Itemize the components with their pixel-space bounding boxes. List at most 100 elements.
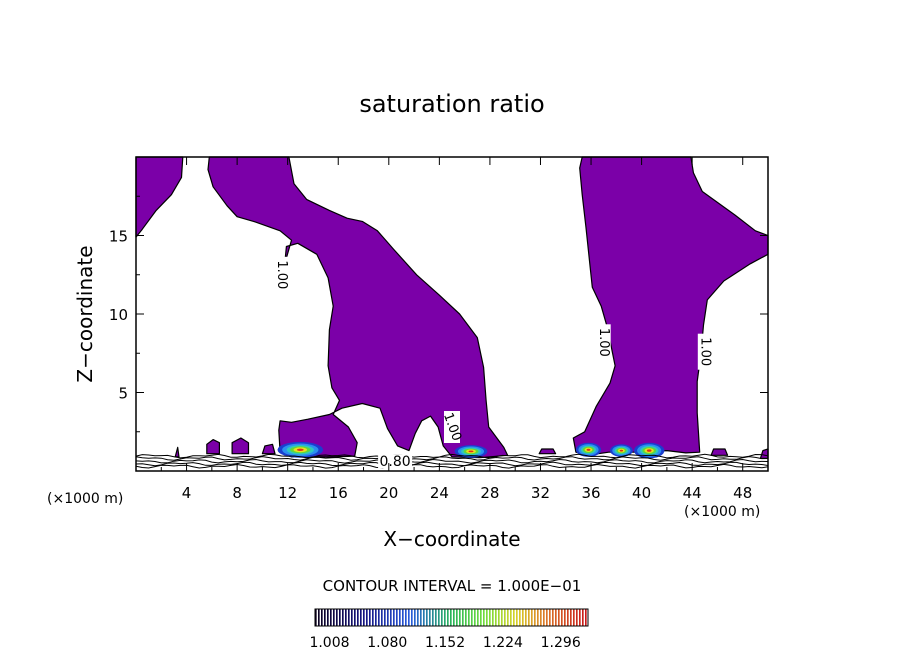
x-axis-ticks: 4 8 12 16 20 24 28 32 36 40 44 48 [160, 157, 752, 502]
colorbar-cell [333, 609, 335, 626]
colorbar-cell [525, 609, 527, 626]
contour-line-low-4 [135, 461, 769, 467]
colorbar-cell [477, 609, 479, 626]
colorbar-cell [345, 609, 347, 626]
colorbar-cell [546, 609, 548, 626]
y-axis-label: Z−coordinate [73, 245, 97, 382]
colorbar-cell [483, 609, 485, 626]
colorbar-cell [462, 609, 464, 626]
colorbar-cell [435, 609, 437, 626]
colorbar-cell [327, 609, 329, 626]
colorbar-cell [558, 609, 560, 626]
colorbar-cell [441, 609, 443, 626]
colorbar-cell [375, 609, 377, 626]
saturated-region-8 [710, 448, 729, 456]
colorbar-cell [567, 609, 569, 626]
colorbar-cell [351, 609, 353, 626]
y-tick-label: 5 [118, 385, 128, 403]
colorbar-cell [465, 609, 467, 626]
colorbar-cell [315, 609, 317, 626]
supersaturation-spot-5 [634, 442, 665, 459]
colorbar-cell [576, 609, 578, 626]
colorbar-cell [432, 609, 434, 626]
colorbar-cell [318, 609, 320, 626]
colorbar-cell [360, 609, 362, 626]
colorbar-cell [513, 609, 515, 626]
colorbar-cell [342, 609, 344, 626]
saturated-region-9 [174, 446, 180, 458]
colorbar-cell [399, 609, 401, 626]
saturated-region-10 [759, 448, 769, 459]
colorbar-cell [468, 609, 470, 626]
colorbar-cell [555, 609, 557, 626]
colorbar-label: 1.152 [425, 635, 465, 651]
colorbar-cell [378, 609, 380, 626]
x-unit-label-right: (×1000 m) [684, 504, 760, 520]
colorbar-label: 1.224 [483, 635, 523, 651]
colorbar-cell [540, 609, 542, 626]
colorbar-cell [504, 609, 506, 626]
colorbar-cell [408, 609, 410, 626]
colorbar-cell [438, 609, 440, 626]
colorbar-cell [453, 609, 455, 626]
x-tick-label: 24 [430, 484, 449, 502]
contour-lines [135, 453, 769, 469]
colorbar-cell [510, 609, 512, 626]
x-tick-label: 16 [329, 484, 348, 502]
x-tick-label: 32 [531, 484, 550, 502]
colorbar-cell [390, 609, 392, 626]
supersaturation-spot-2 [454, 445, 488, 458]
colorbar-cell [324, 609, 326, 626]
colorbar-cell [561, 609, 563, 626]
colorbar-cell [369, 609, 371, 626]
colorbar-cell [336, 609, 338, 626]
colorbar-cell [429, 609, 431, 626]
colorbar-cell [423, 609, 425, 626]
colorbar-cell [387, 609, 389, 626]
colorbar-cell [501, 609, 503, 626]
colorbar-cell [450, 609, 452, 626]
x-tick-label: 20 [379, 484, 398, 502]
colorbar-cell [426, 609, 428, 626]
colorbar-cell [417, 609, 419, 626]
x-tick-label: 40 [632, 484, 651, 502]
colorbar-labels: 1.008 1.080 1.152 1.224 1.296 [309, 635, 580, 651]
contour-label: 1.00 [274, 260, 289, 289]
x-tick-label: 12 [278, 484, 297, 502]
colorbar-cell [411, 609, 413, 626]
colorbar-cell [570, 609, 572, 626]
colorbar-cell [495, 609, 497, 626]
colorbar-cell [330, 609, 332, 626]
colorbar-cell [516, 609, 518, 626]
x-tick-label: 8 [232, 484, 242, 502]
colorbar-cell [543, 609, 545, 626]
contour-interval-text: CONTOUR INTERVAL = 1.000E−01 [323, 577, 582, 595]
y-tick-label: 10 [109, 306, 128, 324]
x-tick-label: 4 [182, 484, 192, 502]
supersaturation-spot-3 [575, 442, 602, 457]
colorbar-cell [420, 609, 422, 626]
x-tick-label: 44 [683, 484, 702, 502]
colorbar-cell [564, 609, 566, 626]
saturated-region-5 [231, 437, 250, 455]
colorbar-frame [314, 608, 589, 627]
contour-line-low-5 [135, 463, 769, 469]
colorbar-cell [549, 609, 551, 626]
colorbar-cell [582, 609, 584, 626]
colorbar-label: 1.080 [367, 635, 407, 651]
contour-label: 0.80 [380, 454, 411, 470]
colorbar-cell [522, 609, 524, 626]
x-tick-label: 48 [733, 484, 752, 502]
saturated-region-4 [206, 439, 220, 455]
colorbar-cell [447, 609, 449, 626]
contour-label: 1.00 [697, 337, 712, 366]
saturated-region-2 [207, 156, 509, 459]
chart-title: saturation ratio [359, 90, 544, 118]
colorbar-cell [519, 609, 521, 626]
colorbar-cell [384, 609, 386, 626]
saturated-region-7 [538, 448, 557, 455]
x-tick-label: 28 [480, 484, 499, 502]
contour-label: 1.00 [596, 328, 611, 357]
colorbar-cell [531, 609, 533, 626]
